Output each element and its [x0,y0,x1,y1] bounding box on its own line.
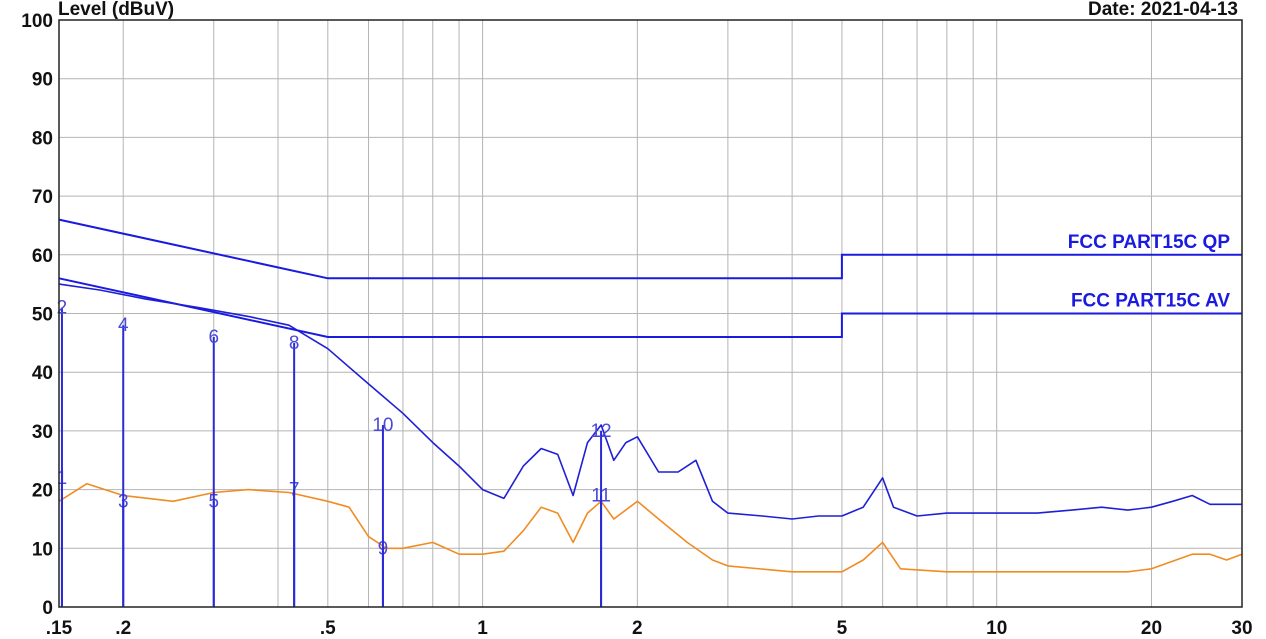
marker-label: 4 [118,315,129,336]
marker-label: 10 [372,415,393,436]
limit-line-label: FCC PART15C AV [1071,291,1230,312]
y-tick-label: 20 [32,481,53,502]
limit-line [58,218,1242,280]
marker-label: 12 [590,421,611,442]
y-tick-label: 30 [32,422,53,443]
x-tick-label: .5 [320,618,336,639]
series-line [58,283,1242,520]
x-tick-label: 1 [477,618,488,639]
marker-label: 8 [289,333,300,354]
y-tick-label: 90 [32,70,53,91]
x-tick-label: 20 [1141,618,1162,639]
x-tick-label: 10 [986,618,1007,639]
x-tick-label: .15 [46,618,73,639]
y-axis-label: Level (dBuV) [58,0,174,20]
limit-line [58,277,1242,338]
y-tick-label: 80 [32,128,53,149]
y-tick-label: 100 [21,11,53,32]
plot-frame [58,19,1243,608]
y-tick-label: 40 [32,363,53,384]
marker-label: 2 [57,298,68,319]
x-tick-label: 30 [1231,618,1252,639]
y-tick-label: 60 [32,246,53,267]
marker-label: 6 [208,327,219,348]
y-tick-label: 0 [42,598,53,619]
limit-line-label: FCC PART15C QP [1068,232,1231,253]
date-label: Date: 2021-04-13 [1088,0,1238,20]
limit-lines: FCC PART15C QP FCC PART15C AV [58,218,1242,338]
marker-lines: 123456789101112 [57,298,612,607]
x-tick-label: .2 [115,618,131,639]
y-tick-label: 10 [32,539,53,560]
grid [59,20,1242,607]
x-tick-label: 2 [632,618,643,639]
y-tick-label: 50 [32,305,53,326]
y-tick-label: 70 [32,187,53,208]
x-tick-label: 5 [837,618,848,639]
